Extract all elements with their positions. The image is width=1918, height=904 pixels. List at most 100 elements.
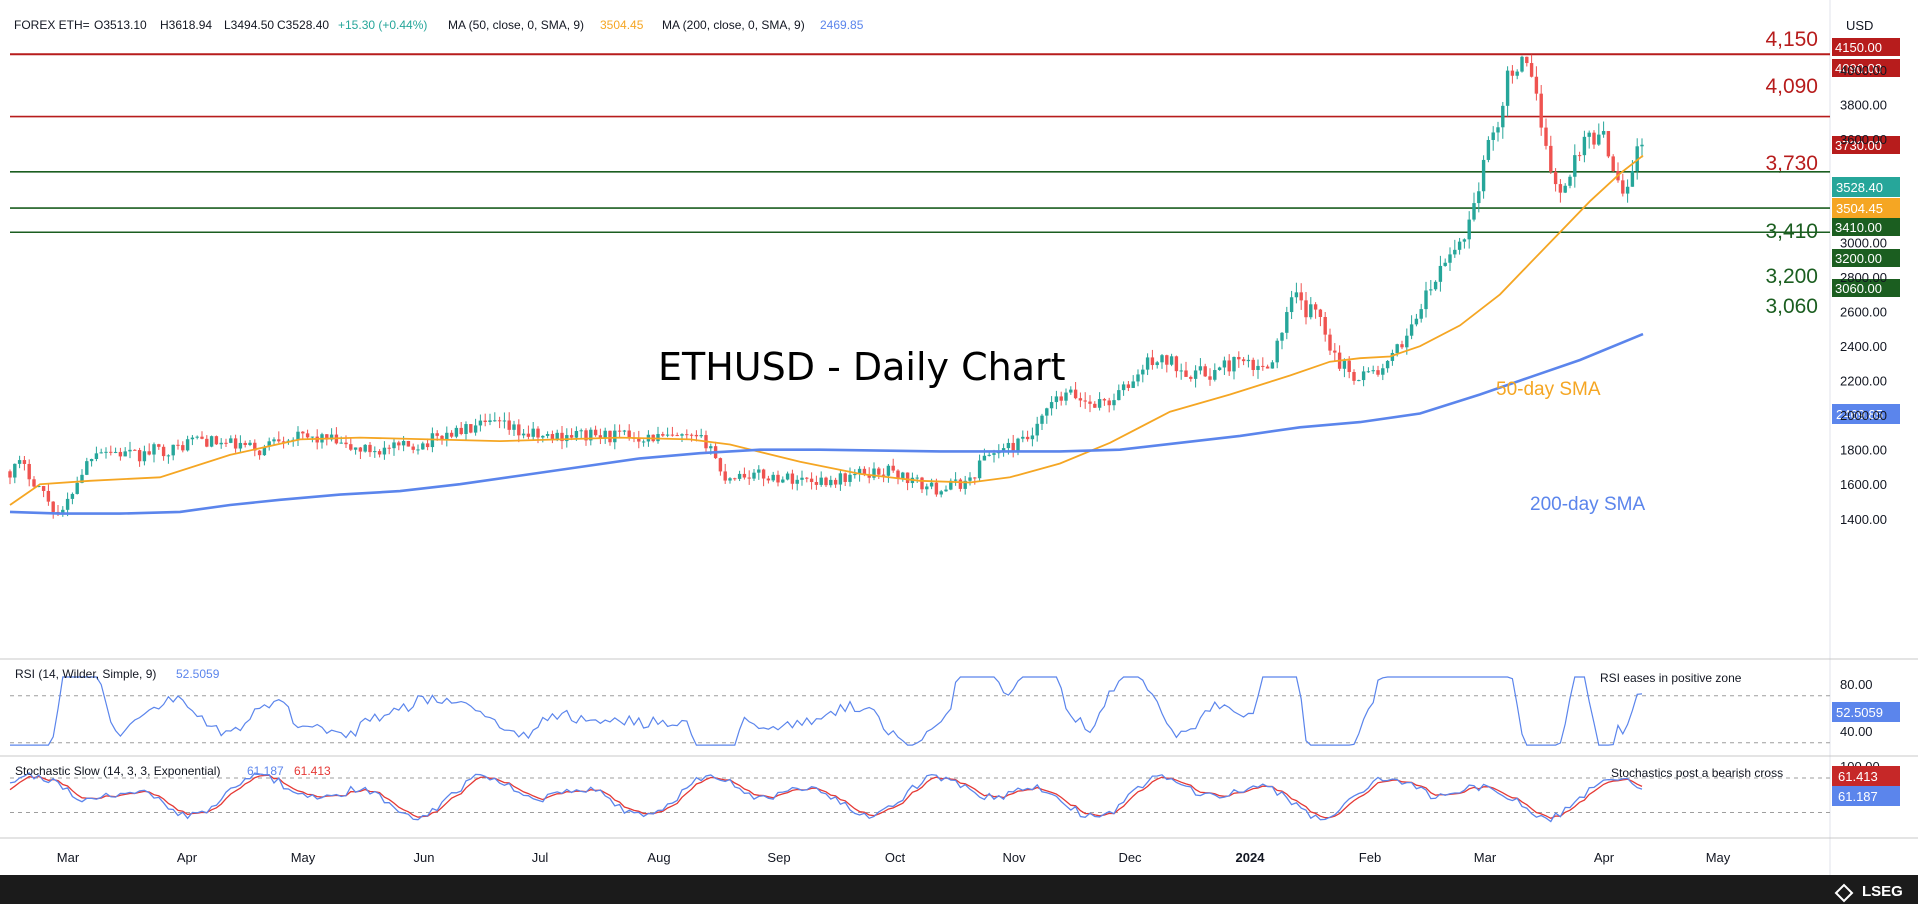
candle-body <box>1553 171 1558 185</box>
candle-body <box>61 509 65 513</box>
candle-body <box>536 428 540 438</box>
candle-body <box>305 433 310 438</box>
rsi-pane: 80.00 40.00 52.5059 <box>10 676 1900 746</box>
level-lines: 4,150 4150.004,0904090.003,7303730.003,41… <box>10 28 1900 424</box>
candle-body <box>310 436 315 438</box>
candle-body <box>1573 155 1577 177</box>
candle-body <box>953 479 958 481</box>
candle-body <box>195 436 199 438</box>
candle-body <box>1126 384 1131 388</box>
candle-body <box>565 435 569 442</box>
candle-body <box>1491 132 1495 140</box>
candle-body <box>137 450 142 462</box>
candle-body <box>1069 389 1073 393</box>
candle-body <box>1611 156 1615 172</box>
stoch-header-k: 61.187 <box>247 764 284 778</box>
price-tick-label: 2400.00 <box>1840 339 1887 354</box>
price-tick-label: 3000.00 <box>1840 236 1887 251</box>
candle-body <box>1073 389 1078 399</box>
level-price-tag <box>1832 38 1900 56</box>
candle-body <box>1544 127 1548 146</box>
candle-body <box>1059 396 1063 401</box>
candle-body <box>694 434 699 437</box>
candle-body <box>128 449 132 452</box>
candle-body <box>1390 352 1395 361</box>
candle-body <box>886 465 891 476</box>
candle-body <box>593 429 598 436</box>
candle-body <box>1366 371 1371 373</box>
candle-body <box>1227 360 1231 372</box>
candle-body <box>363 444 367 452</box>
candle-body <box>22 460 27 464</box>
candle-body <box>929 482 934 487</box>
candle-body <box>1265 366 1270 369</box>
candle-body <box>1347 360 1351 373</box>
candle-body <box>1625 186 1630 194</box>
candle-body <box>848 474 852 482</box>
candle-body <box>1102 399 1107 401</box>
header-close: C3528.40 <box>277 18 329 32</box>
level-price-tag-label: 3410.00 <box>1835 220 1882 235</box>
current-price-tag <box>1832 177 1900 197</box>
candle-body <box>109 451 113 453</box>
candle-body <box>325 434 329 440</box>
candle-body <box>901 472 905 479</box>
candle-body <box>344 442 348 445</box>
candle-body <box>1361 371 1366 381</box>
candle-body <box>1582 136 1587 156</box>
candle-body <box>608 430 612 443</box>
candle-body <box>1309 304 1313 318</box>
rsi-value-tag-label: 52.5059 <box>1836 705 1883 720</box>
candle-body <box>1232 356 1236 372</box>
candle-body <box>1467 219 1471 240</box>
candle-body <box>1174 356 1179 372</box>
candle-body <box>1405 335 1409 348</box>
candle-body <box>622 430 627 432</box>
candle-body <box>238 442 243 449</box>
candle-body <box>1280 332 1284 341</box>
candle-body <box>277 439 281 442</box>
candle-body <box>296 431 300 440</box>
candle-body <box>1433 281 1438 290</box>
candle-body <box>1419 309 1423 319</box>
candle-body <box>771 474 775 481</box>
candle-body <box>200 436 204 439</box>
candle-body <box>190 437 195 440</box>
candle-body <box>219 442 223 445</box>
candle-body <box>176 444 180 446</box>
lseg-logo: LSEG <box>1834 883 1903 903</box>
time-tick-label: Dec <box>1118 850 1142 865</box>
price-tick-label: 4000.00 <box>1840 63 1887 78</box>
price-tick-label: 1800.00 <box>1840 443 1887 458</box>
candle-body <box>1217 367 1222 371</box>
candle-body <box>185 439 190 451</box>
stoch-header-d: 61.413 <box>294 764 331 778</box>
candle-body <box>877 468 881 475</box>
candle-body <box>373 451 377 453</box>
candle-body <box>214 436 219 445</box>
candle-body <box>680 434 684 436</box>
candle-body <box>531 428 535 437</box>
candle-body <box>353 447 358 450</box>
current-price-tag-label: 3528.40 <box>1836 180 1883 195</box>
candle-body <box>459 427 463 434</box>
candle-body <box>94 453 99 459</box>
header-open: O3513.10 <box>94 18 147 32</box>
candle-body <box>1333 350 1337 353</box>
candle-body <box>949 480 953 490</box>
level-price-tag-label: 3730.00 <box>1835 138 1882 153</box>
candle-body <box>944 489 948 492</box>
currency-label: USD <box>1846 18 1873 33</box>
candle-body <box>445 432 449 440</box>
level-price-tag <box>1832 136 1900 154</box>
candle-body <box>454 427 459 437</box>
candle-body <box>1424 290 1428 310</box>
candle-body <box>1352 372 1356 381</box>
candle-body <box>1237 356 1241 360</box>
candle-body <box>1145 357 1150 370</box>
rsi-note: RSI eases in positive zone <box>1600 671 1742 685</box>
candle-body <box>133 449 137 451</box>
candle-body <box>1630 171 1635 187</box>
candle-body <box>1381 368 1385 375</box>
candle-body <box>920 477 924 490</box>
